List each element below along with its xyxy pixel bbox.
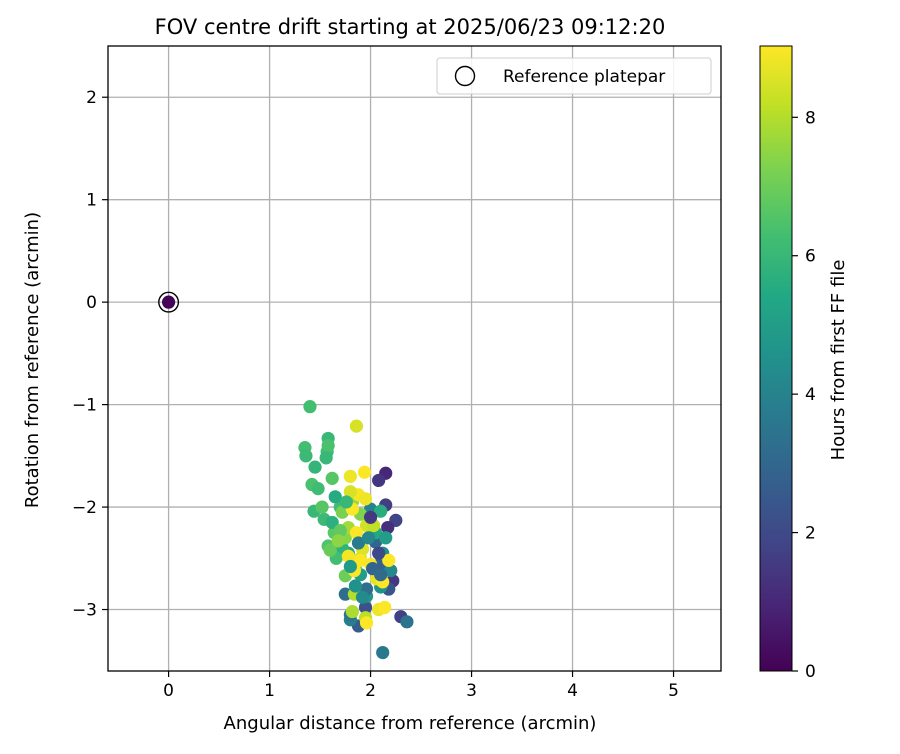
y-tick-label: 1 bbox=[86, 191, 97, 211]
scatter-point bbox=[343, 559, 357, 574]
legend: Reference platepar bbox=[436, 57, 712, 95]
scatter-point bbox=[349, 526, 364, 540]
x-tick-label: 5 bbox=[668, 681, 679, 701]
scatter-point bbox=[382, 553, 396, 567]
colorbar-label: Hours from first FF file bbox=[828, 260, 849, 461]
scatter-point bbox=[311, 482, 325, 496]
y-tick-label: −1 bbox=[72, 396, 97, 416]
x-tick-label: 4 bbox=[567, 681, 578, 701]
y-tick-label: 0 bbox=[86, 293, 97, 313]
reference-marker-group bbox=[158, 291, 180, 313]
grid-lines bbox=[108, 46, 721, 671]
x-axis-label: Angular distance from reference (arcmin) bbox=[224, 713, 597, 734]
scatter-point bbox=[351, 536, 366, 550]
y-tick-label: −2 bbox=[72, 498, 97, 518]
scatter-point bbox=[379, 531, 393, 545]
colorbar-tick-label: 6 bbox=[805, 247, 816, 267]
colorbar-tick-label: 4 bbox=[805, 385, 816, 405]
x-tick-label: 1 bbox=[264, 681, 275, 701]
scatter-point bbox=[361, 531, 376, 545]
scatter-point bbox=[374, 568, 388, 582]
scatter-point bbox=[335, 505, 349, 519]
scatter-point bbox=[321, 438, 335, 453]
scatter-point bbox=[355, 590, 370, 604]
scatter-point bbox=[319, 451, 333, 465]
scatter-point bbox=[325, 515, 339, 530]
x-tick-label: 0 bbox=[163, 681, 174, 701]
colorbar bbox=[759, 45, 793, 672]
chart-title: FOV centre drift starting at 2025/06/23 … bbox=[155, 15, 666, 39]
legend-marker-icon bbox=[454, 65, 476, 87]
y-axis-label: Rotation from reference (arcmin) bbox=[22, 212, 43, 508]
scatter-point bbox=[374, 504, 388, 518]
scatter-point bbox=[325, 471, 339, 485]
scatter-point bbox=[353, 553, 368, 567]
legend-entry-reference: Reference platepar bbox=[503, 67, 665, 87]
y-tick-label: 2 bbox=[86, 88, 97, 108]
scatter-point bbox=[341, 549, 355, 563]
x-axis-ticks: 0 1 2 3 4 5 bbox=[163, 671, 679, 701]
scatter-point bbox=[308, 460, 322, 474]
scatter-point bbox=[331, 534, 345, 548]
colorbar-tick-label: 2 bbox=[805, 524, 816, 544]
scatter-point bbox=[323, 543, 337, 557]
scatter-point bbox=[400, 615, 414, 629]
scatter-point bbox=[345, 604, 359, 619]
scatter-point bbox=[363, 510, 378, 524]
scatter-point bbox=[372, 473, 386, 488]
x-tick-label: 2 bbox=[365, 681, 376, 701]
colorbar-tick-label: 8 bbox=[805, 108, 816, 128]
scatter-point bbox=[338, 587, 352, 601]
plot-frame bbox=[107, 45, 722, 672]
scatter-point bbox=[358, 492, 373, 506]
scatter-point bbox=[343, 469, 357, 483]
colorbar-ticks: 0 2 4 6 8 bbox=[792, 108, 816, 682]
scatter-point bbox=[384, 563, 398, 578]
x-tick-label: 3 bbox=[466, 681, 477, 701]
y-tick-label: −3 bbox=[72, 601, 97, 621]
scatter-point bbox=[358, 600, 373, 615]
y-axis-ticks: −3 −2 −1 0 1 2 bbox=[72, 88, 108, 621]
scatter-point bbox=[378, 600, 392, 615]
scatter-point bbox=[349, 419, 364, 433]
scatter-point bbox=[357, 465, 372, 479]
scatter-point bbox=[376, 645, 390, 660]
scatter-point bbox=[372, 546, 386, 560]
data-points bbox=[298, 400, 414, 660]
scatter-point bbox=[299, 449, 313, 463]
scatter-point bbox=[328, 490, 342, 504]
scatter-point bbox=[343, 485, 357, 499]
reference-point bbox=[161, 295, 176, 309]
scatter-point bbox=[381, 520, 395, 535]
scatter-point bbox=[315, 500, 329, 514]
scatter-point bbox=[348, 579, 363, 593]
legend-box bbox=[436, 57, 712, 95]
scatter-point bbox=[333, 524, 347, 538]
scatter-point bbox=[359, 616, 374, 630]
scatter-point bbox=[303, 400, 317, 414]
reference-platepar-ring bbox=[158, 291, 180, 313]
scatter-point bbox=[339, 495, 353, 509]
colorbar-tick-label: 0 bbox=[805, 662, 816, 682]
